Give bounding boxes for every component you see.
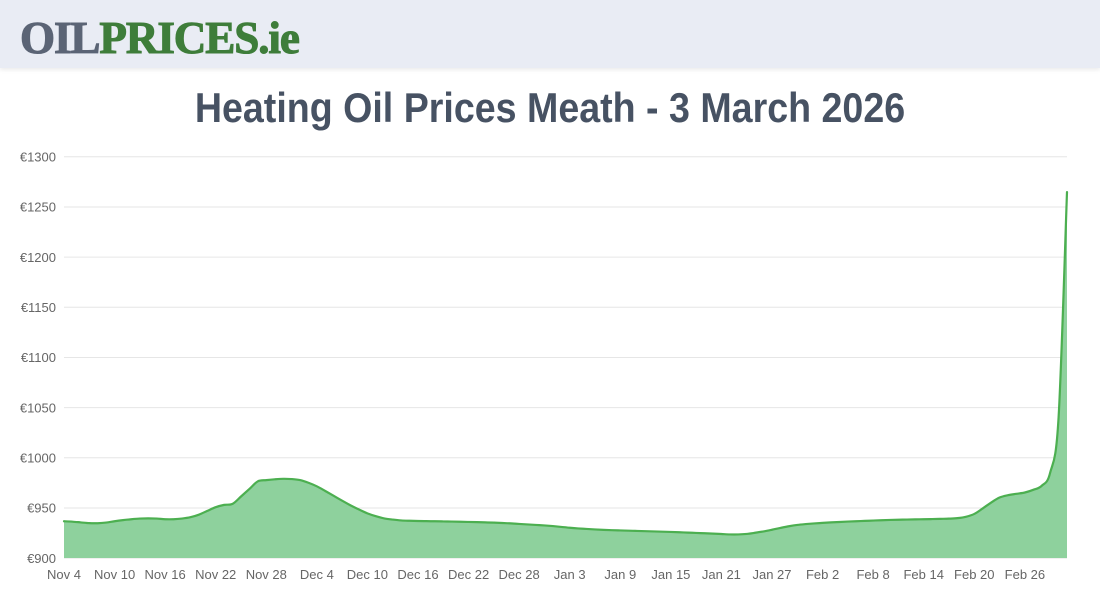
svg-text:Jan 27: Jan 27 bbox=[752, 567, 791, 582]
svg-text:Feb 2: Feb 2 bbox=[806, 567, 839, 582]
svg-text:€1050: €1050 bbox=[20, 400, 56, 415]
svg-text:Nov 10: Nov 10 bbox=[94, 567, 135, 582]
svg-text:Jan 15: Jan 15 bbox=[651, 567, 690, 582]
svg-text:Feb 14: Feb 14 bbox=[903, 567, 943, 582]
svg-text:Jan 3: Jan 3 bbox=[554, 567, 586, 582]
svg-text:Nov 4: Nov 4 bbox=[47, 567, 81, 582]
svg-text:Feb 26: Feb 26 bbox=[1005, 567, 1045, 582]
svg-text:Feb 20: Feb 20 bbox=[954, 567, 994, 582]
svg-text:€1150: €1150 bbox=[21, 300, 56, 315]
svg-text:Feb 8: Feb 8 bbox=[856, 567, 889, 582]
svg-text:Nov 16: Nov 16 bbox=[144, 567, 185, 582]
svg-text:€1300: €1300 bbox=[20, 150, 56, 165]
svg-text:€1100: €1100 bbox=[21, 350, 56, 365]
svg-text:Nov 28: Nov 28 bbox=[246, 567, 287, 582]
svg-text:€900: €900 bbox=[27, 551, 56, 566]
svg-text:Dec 4: Dec 4 bbox=[300, 567, 334, 582]
svg-text:Dec 22: Dec 22 bbox=[448, 567, 489, 582]
svg-text:Jan 9: Jan 9 bbox=[604, 567, 636, 582]
svg-text:Nov 22: Nov 22 bbox=[195, 567, 236, 582]
svg-text:Dec 28: Dec 28 bbox=[498, 567, 539, 582]
svg-text:€1000: €1000 bbox=[20, 451, 56, 466]
svg-text:€950: €950 bbox=[27, 501, 56, 516]
svg-text:Dec 16: Dec 16 bbox=[397, 567, 438, 582]
svg-text:€1250: €1250 bbox=[20, 200, 56, 215]
svg-text:Jan 21: Jan 21 bbox=[702, 567, 741, 582]
svg-text:€1200: €1200 bbox=[20, 250, 56, 265]
svg-text:Dec 10: Dec 10 bbox=[347, 567, 388, 582]
